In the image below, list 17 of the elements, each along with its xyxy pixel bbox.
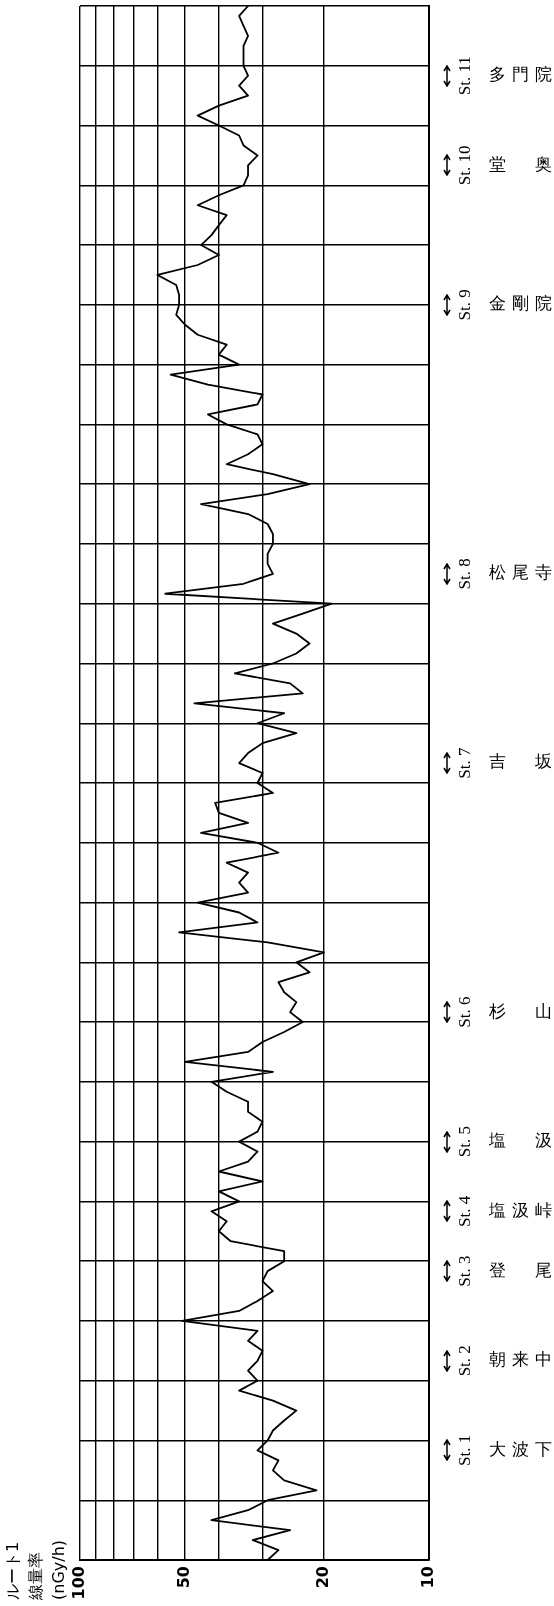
y-tick-label: St. 2 朝来中 <box>455 1345 552 1377</box>
x-tick-label: 20 <box>313 1566 333 1589</box>
category-label: St. 10 堂奥 <box>455 145 552 186</box>
x-tick-label: 10 <box>418 1566 438 1589</box>
category-label: St. 7 吉坂 <box>455 747 552 779</box>
y-tick-label: St. 4 塩汲峠 <box>455 1195 552 1227</box>
x-tick-label: 50 <box>174 1566 194 1589</box>
y-tick-label: St. 1 大波下 <box>455 1434 552 1467</box>
y-tick-label: St. 11 多門院 <box>455 56 552 96</box>
category-label: St. 6 杉山 <box>455 996 552 1028</box>
x-tick-label: 100 <box>69 1566 89 1600</box>
text: ルート1 <box>3 1541 23 1600</box>
y-tick-label: St. 9 金剛院 <box>455 289 552 321</box>
y-tick-label: St. 8 松尾寺 <box>455 558 552 590</box>
category-label: St. 5 塩汲 <box>455 1126 552 1158</box>
category-label: St. 3 登尾 <box>455 1255 552 1287</box>
text: 線量率 (nGy/h) <box>26 1539 69 1601</box>
